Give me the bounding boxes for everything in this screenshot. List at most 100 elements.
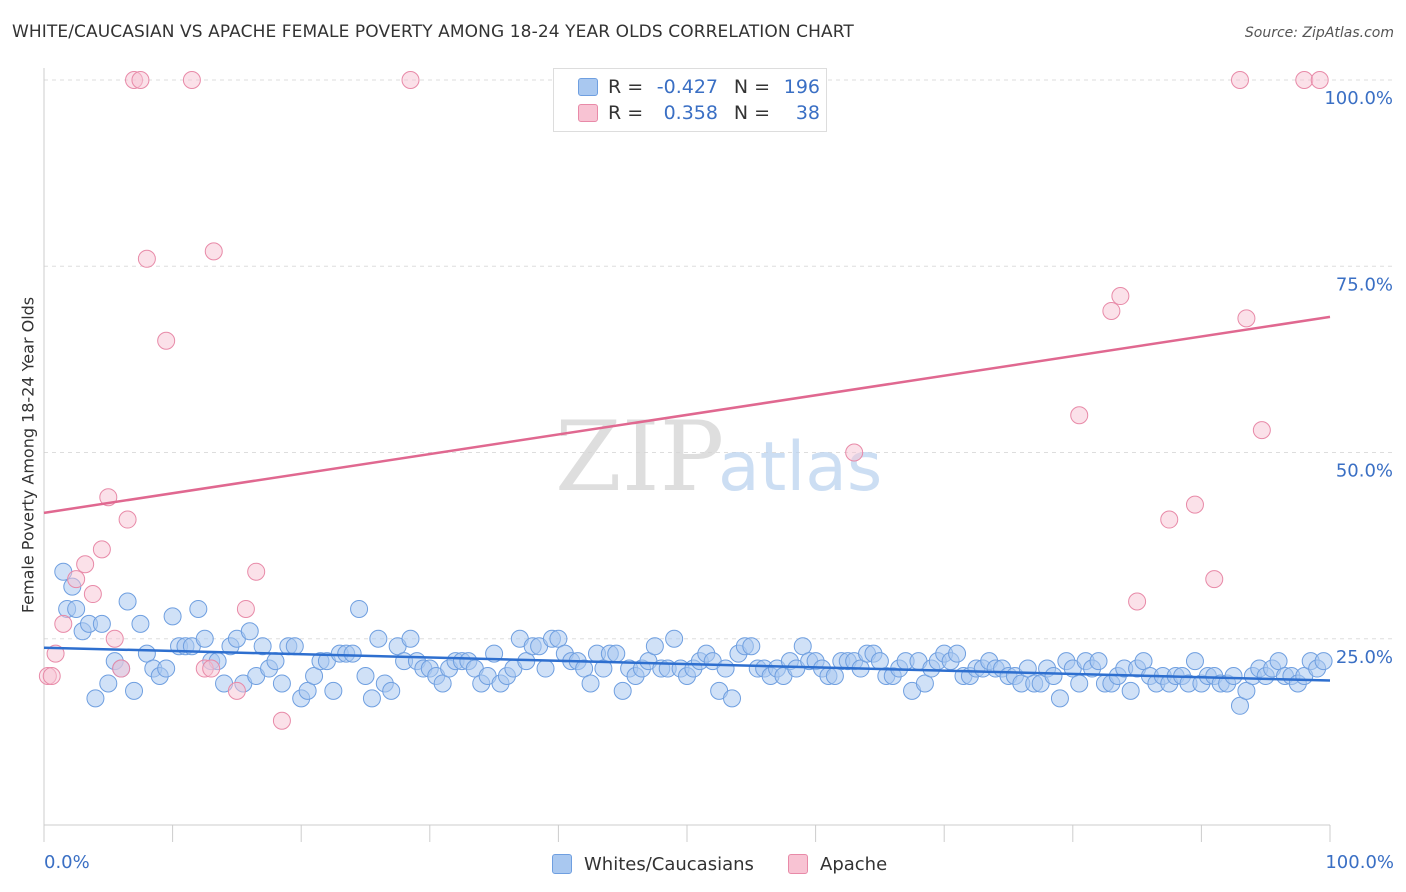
data-point-apache [54,614,73,633]
data-point-whites [1314,652,1333,671]
data-point-whites [1237,681,1256,700]
data-point-whites [1070,674,1089,693]
source-label: Source: ZipAtlas.com [1244,25,1394,41]
data-point-whites [253,637,272,656]
data-point-whites [324,681,343,700]
n-label: N = [733,102,770,124]
data-point-apache [76,555,95,574]
x-tick-label-min: 0.0% [44,852,90,873]
series-apache-points [38,71,1329,730]
data-point-whites [723,689,742,708]
data-point-whites [536,659,555,678]
data-point-whites [581,674,600,693]
data-point-whites [189,599,208,618]
y-tick-labels: 25.0% 50.0% 75.0% 100.0% [1324,88,1393,668]
trend-lines [43,315,1331,682]
data-point-whites [613,681,632,700]
data-point-whites [433,674,452,693]
data-point-whites [1050,689,1069,708]
data-point-apache [1237,309,1256,328]
chart-title: WHITE/CAUCASIAN VS APACHE FEMALE POVERTY… [12,22,854,42]
data-point-apache [1310,71,1329,89]
data-point-apache [157,331,176,350]
data-point-apache [1205,570,1224,589]
data-point-whites [607,644,626,663]
watermark-atlas: atlas [718,428,882,507]
data-point-whites [163,607,182,626]
data-point-whites [716,659,735,678]
y-tick-label: 25.0% [1336,647,1393,668]
data-point-apache [227,681,246,700]
data-point-whites [362,689,381,708]
data-point-apache [272,711,291,730]
data-point-apache [1160,510,1179,529]
data-point-whites [67,599,86,618]
data-point-apache [83,585,102,604]
data-point-whites [1269,652,1288,671]
data-point-whites [645,637,664,656]
data-point-whites [401,629,420,648]
data-point-whites [948,644,967,663]
data-point-apache [1102,301,1121,320]
data-point-whites [118,592,137,611]
swatch-whites [578,78,598,96]
data-point-whites [240,622,259,641]
data-point-whites [793,637,812,656]
data-point-apache [46,644,65,663]
data-point-apache [137,249,156,268]
data-point-whites [285,637,304,656]
data-point-whites [125,681,144,700]
data-point-whites [1230,696,1249,715]
stats-box: R = -0.427 N = 196 R = 0.358 N = 38 [553,68,827,132]
stats-row-whites: R = -0.427 N = 196 [578,75,820,99]
data-point-whites [356,667,375,685]
legend-swatch-whites [552,854,572,874]
r-label: R = [608,76,644,98]
legend-swatch-apache [788,854,808,874]
data-point-apache [1252,421,1271,440]
n-value-apache: 38 [795,102,820,124]
data-point-whites [298,681,317,700]
legend-item-apache: Apache [788,852,887,876]
y-tick-label: 100.0% [1324,88,1393,109]
data-point-apache [42,667,61,685]
stats-row-apache: R = 0.358 N = 38 [578,101,820,125]
data-point-whites [1185,652,1204,671]
axes [43,68,1331,842]
data-point-whites [1134,652,1153,671]
data-point-whites [665,629,684,648]
data-point-whites [157,659,176,678]
data-point-apache [112,659,131,678]
data-point-whites [1044,667,1063,685]
legend-label-whites: Whites/Caucasians [584,853,754,875]
watermark-zip: ZIP [555,401,724,513]
legend-label-apache: Apache [820,853,888,875]
data-point-apache [236,599,255,618]
data-point-whites [1121,681,1140,700]
data-point-apache [105,629,124,648]
data-point-whites [343,644,362,663]
data-point-whites [1089,652,1108,671]
data-point-apache [92,540,111,559]
grid-lines [44,79,1395,640]
data-point-whites [86,689,105,708]
data-point-whites [92,614,111,633]
data-point-apache [1295,71,1314,89]
data-point-whites [195,629,214,648]
data-point-apache [118,510,137,529]
trend-line-apache [43,315,1331,515]
y-axis-label: Female Poverty Among 18-24 Year Olds [18,296,38,614]
data-point-whites [369,629,388,648]
swatch-apache [578,104,598,122]
data-point-apache [1185,495,1204,514]
data-point-whites [575,659,594,678]
x-tick-label-max: 100.0% [1325,852,1394,873]
data-point-apache [1070,406,1089,425]
data-point-apache [401,71,420,89]
n-label: N = [733,76,770,98]
r-value-whites: -0.427 [656,76,718,98]
data-point-apache [67,570,86,589]
data-point-whites [272,674,291,693]
data-point-whites [382,681,401,700]
